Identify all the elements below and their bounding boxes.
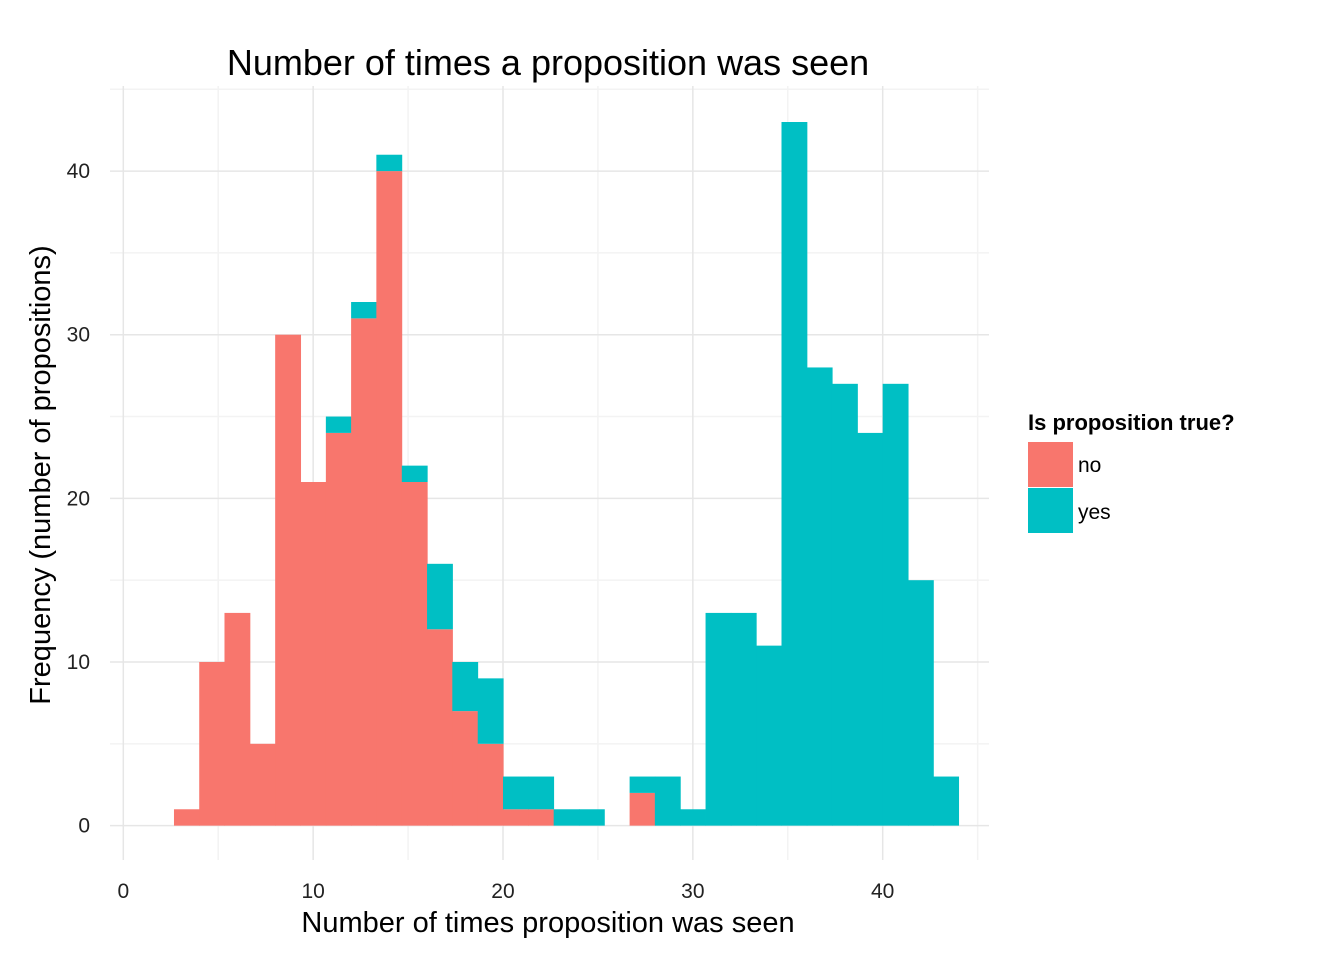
bar-yes [553, 809, 580, 826]
x-tick-label: 30 [681, 880, 704, 903]
bar-yes [933, 776, 960, 826]
bar-no [477, 743, 504, 826]
bar-yes [781, 122, 808, 826]
y-tick-label: 40 [67, 160, 90, 183]
bar-yes [578, 809, 605, 826]
y-tick-label: 30 [67, 324, 90, 347]
x-axis-label: Number of times proposition was seen [301, 907, 794, 939]
bars [173, 122, 960, 826]
y-tick-label: 0 [78, 815, 90, 838]
bar-yes [401, 465, 428, 482]
bar-yes [477, 678, 504, 744]
chart-title: Number of times a proposition was seen [227, 42, 869, 83]
bar-yes [528, 776, 555, 810]
legend: Is proposition true? no yes [1028, 410, 1235, 533]
bar-yes [427, 563, 453, 630]
x-tick-label: 40 [871, 880, 894, 903]
bar-yes [502, 776, 529, 810]
bar-no [351, 318, 377, 826]
bar-no [300, 482, 327, 826]
bar-yes [907, 580, 934, 826]
legend-label-no: no [1078, 454, 1101, 477]
x-tick-label: 20 [491, 880, 514, 903]
bar-yes [882, 383, 909, 826]
bar-no [528, 809, 555, 826]
legend-label-yes: yes [1078, 501, 1111, 524]
bar-no [199, 662, 226, 826]
bar-no [376, 171, 403, 826]
bar-yes [831, 383, 858, 826]
bar-yes [730, 612, 757, 826]
bar-yes [806, 367, 833, 826]
bar-no [173, 809, 200, 826]
legend-swatch-no [1028, 442, 1073, 487]
bar-no [401, 482, 428, 826]
bar-yes [756, 645, 782, 826]
bar-no [224, 612, 251, 826]
bar-yes [452, 662, 479, 712]
y-tick-label: 10 [67, 651, 90, 674]
bar-yes [680, 809, 706, 826]
bar-yes [857, 432, 884, 826]
bar-yes [629, 776, 656, 793]
x-tick-label: 0 [117, 880, 129, 903]
bar-yes [325, 416, 352, 433]
bar-no [452, 711, 479, 826]
bar-no [325, 432, 352, 826]
bar-yes [654, 776, 681, 826]
y-tick-label: 20 [67, 487, 90, 510]
bar-no [275, 334, 302, 826]
x-tick-label: 10 [301, 880, 324, 903]
legend-swatch-yes [1028, 488, 1073, 533]
bar-no [249, 743, 276, 826]
bar-yes [351, 302, 377, 319]
bar-yes [705, 612, 732, 826]
legend-title: Is proposition true? [1028, 410, 1235, 435]
bar-no [629, 792, 656, 826]
y-axis-label: Frequency (number of propositions) [25, 245, 57, 704]
x-axis-ticks: 0 10 20 30 40 [117, 880, 894, 903]
bar-no [427, 629, 453, 826]
y-axis-ticks: 0 10 20 30 40 [67, 160, 90, 838]
bar-no [502, 809, 529, 826]
bar-yes [376, 154, 403, 172]
